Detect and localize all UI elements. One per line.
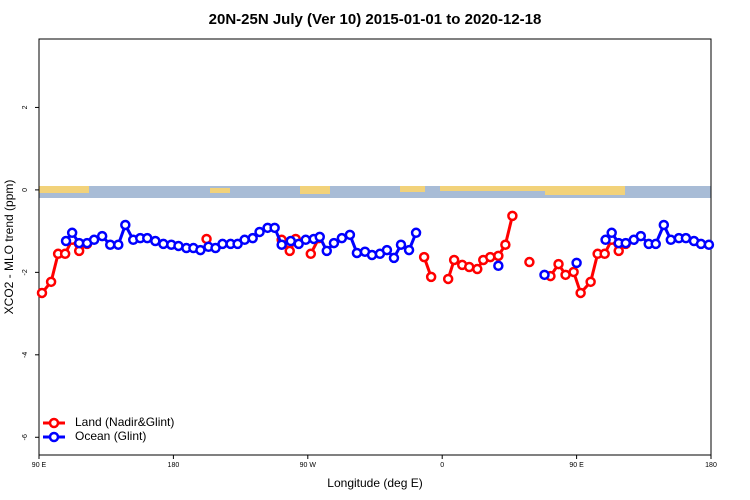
- legend-marker: [48, 431, 60, 443]
- data-point: [239, 234, 250, 246]
- data-point: [381, 244, 393, 256]
- y-tick-label: 2: [22, 105, 29, 109]
- data-point: [142, 232, 153, 244]
- data-point: [36, 287, 48, 299]
- x-tick-label: 0: [440, 462, 444, 469]
- data-point: [395, 239, 407, 250]
- legend-label: Land (Nadir&Glint): [75, 415, 174, 429]
- data-point: [571, 257, 582, 269]
- data-point: [321, 245, 333, 257]
- legend-label: Ocean (Glint): [75, 429, 146, 443]
- data-point: [575, 287, 586, 299]
- data-point: [336, 232, 348, 244]
- map-strip: [39, 186, 711, 198]
- data-point: [600, 234, 611, 246]
- data-point: [96, 230, 108, 242]
- data-point: [351, 247, 363, 259]
- y-tick-label: 0: [22, 188, 29, 192]
- data-point: [195, 244, 206, 256]
- data-point: [425, 271, 437, 283]
- data-point: [620, 237, 631, 249]
- data-point: [388, 252, 400, 264]
- data-point: [703, 239, 715, 250]
- data-point: [150, 235, 161, 247]
- data-point: [560, 269, 571, 281]
- data-point: [463, 261, 475, 273]
- data-point: [403, 244, 415, 256]
- data-point: [635, 230, 647, 242]
- data-point: [553, 258, 564, 270]
- data-point: [328, 237, 340, 249]
- x-tick-label: 90 E: [32, 462, 47, 469]
- data-point: [305, 248, 317, 260]
- data-point: [568, 266, 579, 278]
- data-point: [658, 219, 670, 231]
- data-point: [485, 251, 496, 263]
- y-axis-title: XCO2 - MLO trend (ppm): [2, 180, 16, 315]
- data-point: [366, 249, 378, 261]
- data-point: [606, 227, 617, 239]
- data-point: [45, 276, 57, 288]
- y-tick-label: -2: [22, 269, 29, 275]
- data-point: [113, 239, 124, 250]
- data-point: [120, 219, 131, 231]
- data-point: [314, 231, 325, 243]
- data-point: [247, 232, 258, 244]
- data-point: [493, 260, 504, 272]
- data-point: [442, 273, 454, 285]
- data-point: [254, 226, 265, 238]
- data-point: [585, 276, 596, 288]
- data-point: [300, 234, 311, 246]
- x-tick-label: 180: [168, 462, 180, 469]
- legend-marker: [48, 417, 60, 429]
- data-point: [524, 256, 535, 268]
- data-point: [493, 250, 504, 262]
- data-point: [60, 235, 72, 247]
- plot-frame: [38, 38, 712, 456]
- data-point: [276, 239, 287, 250]
- data-point: [472, 263, 483, 275]
- y-tick-label: -6: [22, 434, 29, 440]
- data-point: [410, 227, 422, 239]
- data-point: [500, 239, 511, 250]
- x-tick-label: 90 E: [569, 462, 584, 469]
- legend: Land (Nadir&Glint)Ocean (Glint): [43, 415, 174, 443]
- data-point: [680, 232, 692, 244]
- chart-title: 20N-25N July (Ver 10) 2015-01-01 to 2020…: [209, 11, 542, 28]
- data-point: [269, 222, 280, 234]
- data-point: [59, 248, 71, 260]
- data-point: [539, 269, 550, 281]
- data-point: [104, 239, 116, 250]
- y-tick-label: -4: [22, 352, 29, 358]
- data-point: [448, 254, 460, 266]
- data-point: [344, 229, 356, 241]
- data-point: [284, 245, 295, 257]
- data-point: [599, 248, 610, 260]
- data-point: [650, 238, 661, 250]
- x-axis-title: Longitude (deg E): [327, 476, 422, 490]
- x-tick-label: 180: [705, 462, 717, 469]
- data-point: [665, 234, 677, 246]
- data-point: [88, 234, 100, 246]
- x-tick-label: 90 W: [300, 462, 317, 469]
- data-point: [507, 210, 518, 222]
- data-point: [66, 227, 78, 239]
- data-point: [418, 251, 430, 263]
- data-point: [217, 238, 228, 250]
